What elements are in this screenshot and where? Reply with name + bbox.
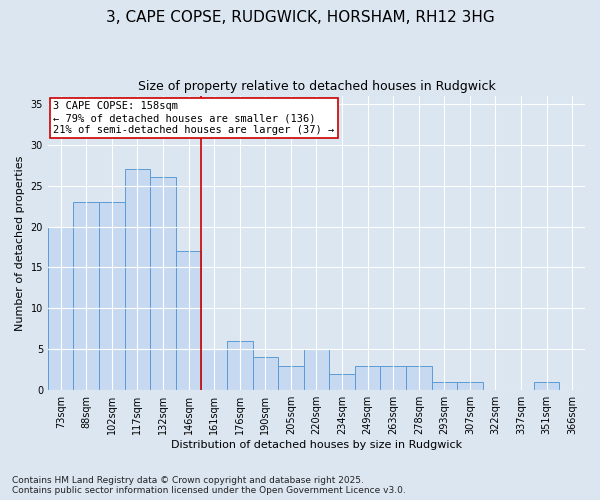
Bar bbox=[253, 358, 278, 390]
Bar bbox=[304, 350, 329, 390]
Bar bbox=[355, 366, 380, 390]
Bar bbox=[380, 366, 406, 390]
Bar bbox=[406, 366, 431, 390]
Text: Contains HM Land Registry data © Crown copyright and database right 2025.
Contai: Contains HM Land Registry data © Crown c… bbox=[12, 476, 406, 495]
X-axis label: Distribution of detached houses by size in Rudgwick: Distribution of detached houses by size … bbox=[171, 440, 462, 450]
Bar bbox=[329, 374, 355, 390]
Bar bbox=[99, 202, 125, 390]
Bar bbox=[48, 226, 73, 390]
Text: 3 CAPE COPSE: 158sqm
← 79% of detached houses are smaller (136)
21% of semi-deta: 3 CAPE COPSE: 158sqm ← 79% of detached h… bbox=[53, 102, 335, 134]
Y-axis label: Number of detached properties: Number of detached properties bbox=[15, 155, 25, 330]
Bar bbox=[227, 341, 253, 390]
Bar bbox=[457, 382, 482, 390]
Bar bbox=[431, 382, 457, 390]
Bar bbox=[150, 178, 176, 390]
Bar bbox=[534, 382, 559, 390]
Text: 3, CAPE COPSE, RUDGWICK, HORSHAM, RH12 3HG: 3, CAPE COPSE, RUDGWICK, HORSHAM, RH12 3… bbox=[106, 10, 494, 25]
Bar bbox=[278, 366, 304, 390]
Bar bbox=[73, 202, 99, 390]
Bar bbox=[202, 350, 227, 390]
Title: Size of property relative to detached houses in Rudgwick: Size of property relative to detached ho… bbox=[137, 80, 496, 93]
Bar bbox=[125, 169, 150, 390]
Bar bbox=[176, 251, 202, 390]
